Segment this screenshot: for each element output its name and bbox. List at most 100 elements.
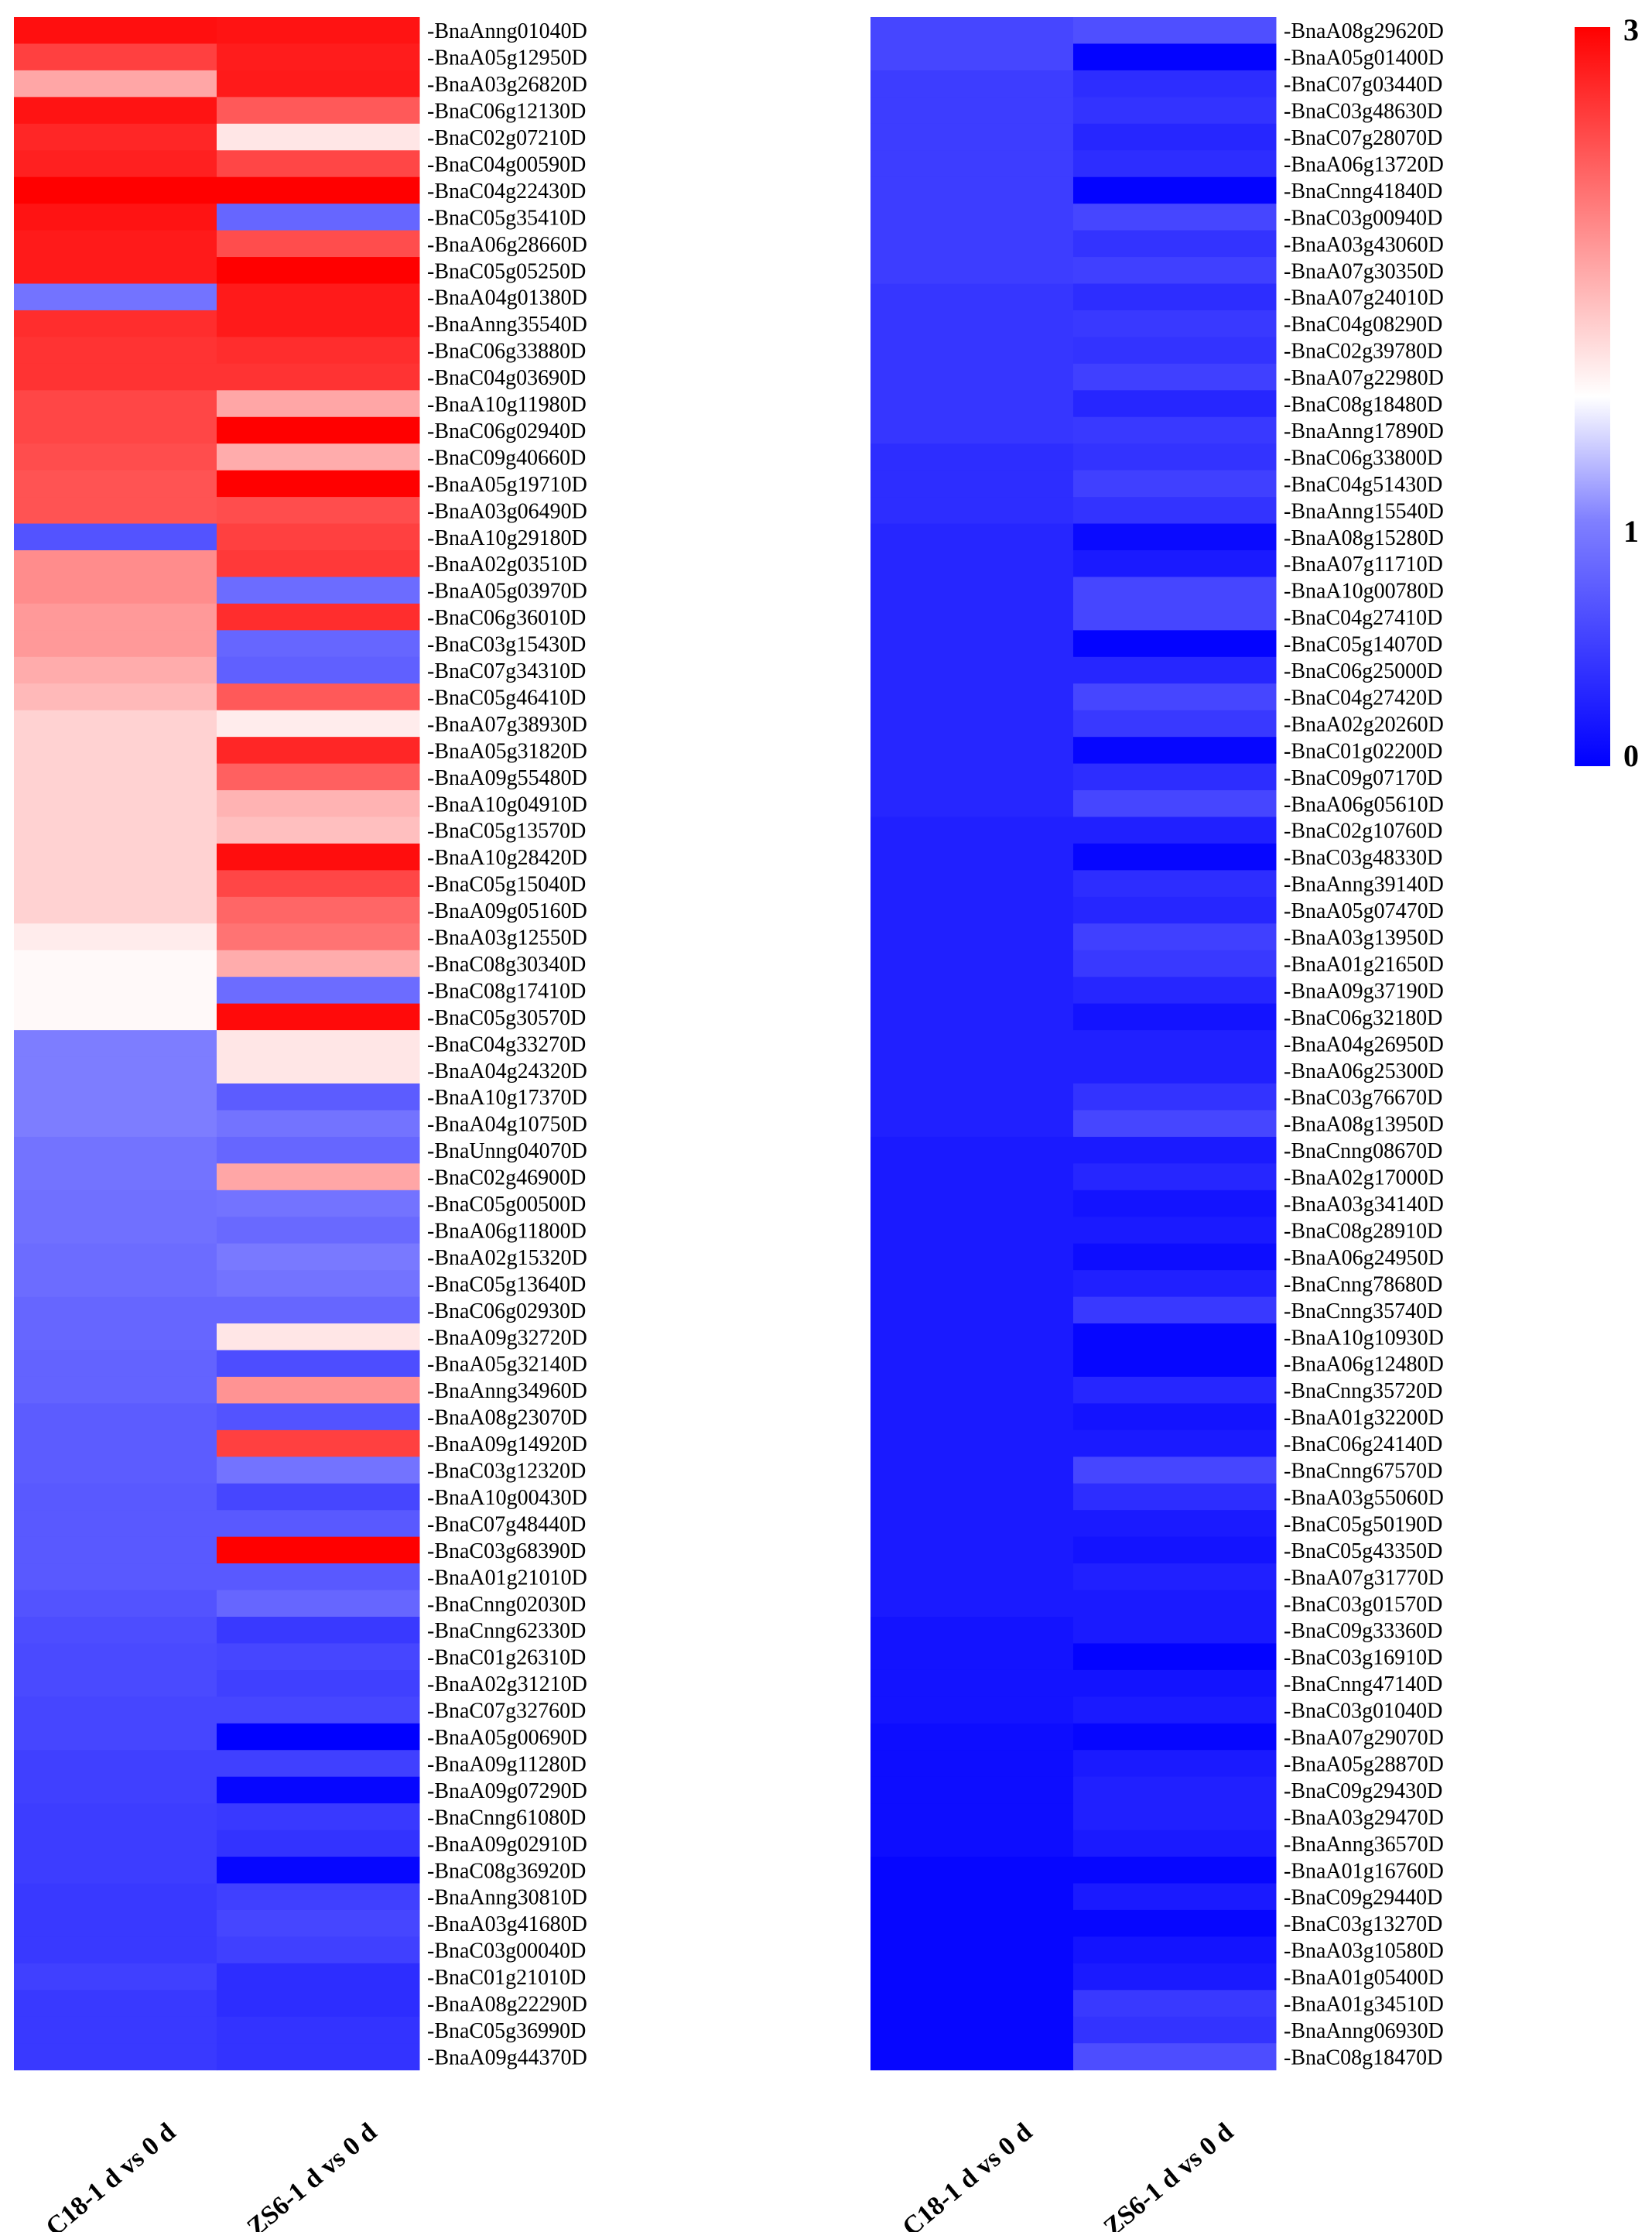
heatmap-cell xyxy=(870,150,1074,178)
gene-row-label: -BnaAnng15540D xyxy=(1284,499,1444,523)
heatmap-cell xyxy=(217,1083,420,1111)
gene-row-label: -BnaA02g17000D xyxy=(1284,1166,1444,1190)
heatmap-cell xyxy=(1073,1030,1277,1058)
gene-row-label: -BnaA06g11800D xyxy=(427,1219,587,1243)
heatmap-cell xyxy=(14,310,217,337)
heatmap-cell xyxy=(217,470,420,498)
heatmap-cell xyxy=(870,1563,1074,1591)
heatmap-cell xyxy=(14,390,217,418)
heatmap-cell xyxy=(870,1963,1074,1991)
heatmap-cell xyxy=(217,43,420,71)
heatmap-cell xyxy=(14,1830,217,1857)
heatmap-cell xyxy=(14,1403,217,1431)
heatmap-cell xyxy=(1073,1136,1277,1164)
gene-row-label: -BnaA07g24010D xyxy=(1284,286,1444,310)
heatmap-cell xyxy=(870,1083,1074,1111)
gene-row-label: -BnaA03g34140D xyxy=(1284,1193,1444,1217)
heatmap-cell xyxy=(1073,550,1277,577)
heatmap-cell xyxy=(14,416,217,444)
heatmap-cell xyxy=(14,1163,217,1191)
gene-row-label: -BnaA05g01400D xyxy=(1284,46,1444,70)
gene-row-label: -BnaAnng34960D xyxy=(427,1379,587,1403)
heatmap-cell xyxy=(1073,497,1277,525)
gene-row-label: -BnaA10g00780D xyxy=(1284,580,1444,604)
heatmap-cell xyxy=(870,977,1074,1005)
heatmap-cell xyxy=(14,710,217,738)
heatmap-cell xyxy=(1073,763,1277,791)
heatmap-cell xyxy=(14,683,217,711)
heatmap-cell xyxy=(870,310,1074,337)
heatmap-cell xyxy=(217,390,420,418)
gene-row-label: -BnaA03g29470D xyxy=(1284,1806,1444,1830)
heatmap-cell xyxy=(217,363,420,391)
heatmap-cell xyxy=(14,97,217,125)
heatmap-cell xyxy=(217,310,420,337)
heatmap-cell xyxy=(870,1350,1074,1378)
heatmap-cell xyxy=(1073,1163,1277,1191)
gene-row-label: -BnaA05g12950D xyxy=(427,46,587,70)
heatmap-cell xyxy=(217,1723,420,1751)
heatmap-cell xyxy=(217,683,420,711)
gene-row-label: -BnaCnng41840D xyxy=(1284,180,1442,204)
gene-row-label: -BnaC03g48630D xyxy=(1284,100,1442,124)
gene-row-label: -BnaA04g24320D xyxy=(427,1060,587,1083)
gene-row-label: -BnaC04g27420D xyxy=(1284,686,1442,710)
gene-row-label: -BnaA06g05610D xyxy=(1284,792,1444,816)
heatmap-cell xyxy=(1073,1483,1277,1511)
heatmap-cell xyxy=(1073,150,1277,178)
heatmap-cell xyxy=(217,763,420,791)
heatmap-cell xyxy=(217,230,420,258)
heatmap-cell xyxy=(14,737,217,765)
gene-row-label: -BnaC08g36920D xyxy=(427,1859,586,1883)
heatmap-cell xyxy=(1073,204,1277,231)
heatmap-cell xyxy=(870,1857,1074,1884)
gene-row-label: -BnaC05g13570D xyxy=(427,820,586,844)
heatmap-cell xyxy=(1073,1669,1277,1697)
column-label: C18-1 d vs 0 d xyxy=(40,2117,181,2232)
heatmap-cell xyxy=(870,1883,1074,1911)
heatmap-cell xyxy=(870,603,1074,631)
heatmap-cell xyxy=(870,1190,1074,1217)
heatmap-cell xyxy=(14,923,217,951)
heatmap-cell xyxy=(870,1830,1074,1857)
heatmap-cell xyxy=(870,1323,1074,1350)
gene-row-label: -BnaUnng04070D xyxy=(427,1139,587,1163)
gene-row-label: -BnaA05g28870D xyxy=(1284,1752,1444,1776)
heatmap-cell xyxy=(1073,1643,1277,1671)
heatmap-cell xyxy=(1073,230,1277,258)
heatmap-cell xyxy=(870,204,1074,231)
gene-row-label: -BnaA03g41680D xyxy=(427,1912,587,1936)
heatmap-cell xyxy=(217,416,420,444)
heatmap-cell xyxy=(870,1429,1074,1457)
gene-row-label: -BnaA03g06490D xyxy=(427,499,587,523)
gene-row-label: -BnaC03g16910D xyxy=(1284,1646,1442,1670)
heatmap-left: -BnaAnng01040D -BnaA05g12950D -BnaA03g2682… xyxy=(14,17,587,2232)
heatmap-cell xyxy=(1073,603,1277,631)
heatmap-cell xyxy=(870,710,1074,738)
heatmap-cell xyxy=(14,176,217,204)
heatmap-cell xyxy=(14,523,217,551)
heatmap-cell xyxy=(217,1163,420,1191)
heatmap-cell xyxy=(217,1883,420,1911)
heatmap-cell xyxy=(870,1217,1074,1244)
gene-row-label: -BnaA06g28660D xyxy=(427,233,587,257)
heatmap-cell xyxy=(870,1696,1074,1724)
legend-tick-label-mid: 1 xyxy=(1623,514,1639,549)
heatmap-cell xyxy=(217,1803,420,1831)
heatmap-cell xyxy=(1073,1217,1277,1244)
heatmap-cell xyxy=(217,2016,420,2044)
heatmap-cell xyxy=(217,923,420,951)
gene-row-label: -BnaC08g17410D xyxy=(427,979,586,1003)
gene-row-label: -BnaA09g44370D xyxy=(427,2045,587,2069)
heatmap-cell xyxy=(217,2043,420,2071)
heatmap-cell xyxy=(14,1617,217,1644)
heatmap-cell xyxy=(1073,2016,1277,2044)
heatmap-cell xyxy=(870,443,1074,471)
heatmap-cell xyxy=(1073,1510,1277,1538)
legend-tick-label-min: 0 xyxy=(1623,738,1639,773)
heatmap-cell xyxy=(1073,737,1277,765)
heatmap-cell xyxy=(870,630,1074,658)
heatmap-cell xyxy=(1073,1830,1277,1857)
heatmap-cell xyxy=(1073,176,1277,204)
